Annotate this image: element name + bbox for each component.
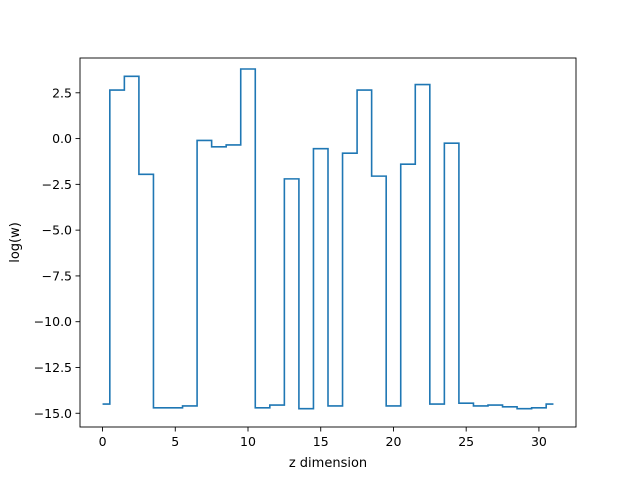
y-tick-label: −5.0 [42,223,72,238]
x-tick-label: 5 [171,434,179,449]
series-line [102,68,554,410]
y-tick-label: −10.0 [34,314,72,329]
y-tick-label: −2.5 [42,177,72,192]
y-tick-label: −7.5 [42,268,72,283]
axes-frame [79,57,577,428]
x-tick-label: 0 [99,434,107,449]
y-axis-ticks: 2.5 0.0 −2.5 −5.0 −7.5 −10.0 −12.5 −15.0 [34,85,80,421]
y-tick-label: 2.5 [52,85,72,100]
y-tick-label: −15.0 [34,406,72,421]
x-tick-label: 15 [313,434,329,449]
x-axis-label: z dimension [289,456,367,471]
x-tick-label: 10 [240,434,256,449]
y-axis-label: log(w) [8,222,23,263]
x-tick-label: 25 [458,434,474,449]
plot-area [79,57,577,428]
x-tick-label: 20 [386,434,402,449]
x-tick-label: 30 [531,434,547,449]
y-tick-label: 0.0 [52,131,72,146]
y-tick-label: −12.5 [34,360,72,375]
x-axis-ticks: 0 5 10 15 20 25 30 [99,427,547,449]
